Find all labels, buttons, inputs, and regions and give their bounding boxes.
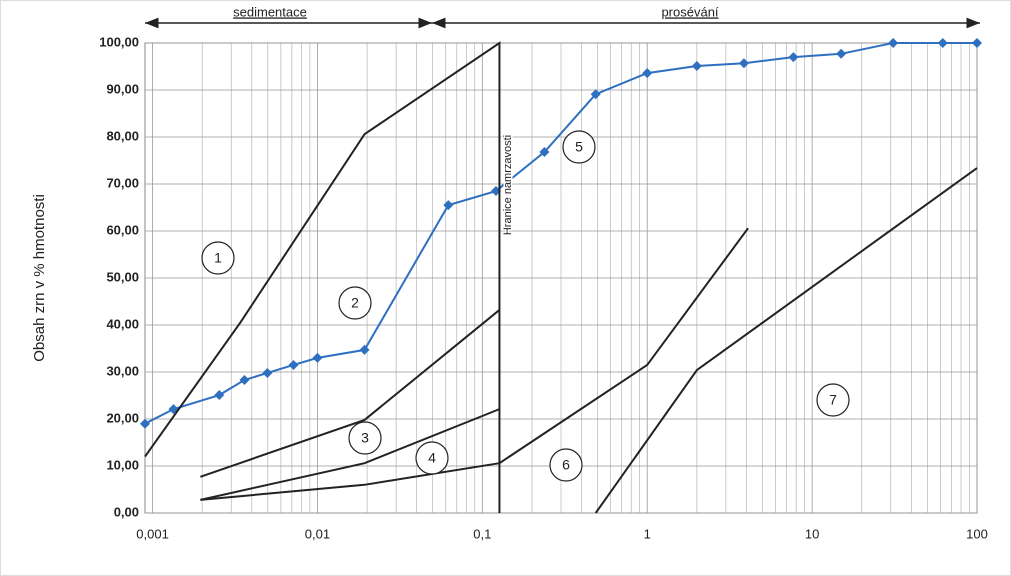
data-point	[836, 48, 847, 59]
x-tick-label: 100	[966, 526, 988, 541]
annotation-circle	[549, 448, 583, 482]
data-point	[140, 418, 150, 429]
y-tick-label: 0,00	[114, 504, 139, 519]
series-line	[200, 309, 501, 478]
annotation-circle	[816, 383, 850, 417]
data-point	[937, 38, 948, 48]
data-point	[443, 200, 454, 211]
y-tick-label: 100,00	[99, 34, 139, 49]
data-point	[239, 374, 250, 385]
series-line	[144, 41, 501, 513]
x-tick-label: 0,1	[473, 526, 491, 541]
annotation-circle	[201, 241, 235, 275]
series-line	[594, 167, 978, 514]
annotation: 1	[214, 250, 222, 266]
x-tick-label: 0,01	[305, 526, 330, 541]
y-tick-label: 70,00	[106, 175, 139, 190]
annotation: 4	[428, 450, 436, 466]
data-point	[738, 58, 749, 69]
boundary-label: Hranice namrzavosti	[502, 135, 514, 235]
data-point	[691, 61, 702, 72]
annotation-circle	[415, 441, 449, 475]
series-line	[498, 227, 749, 465]
y-tick-label: 80,00	[106, 128, 139, 143]
x-tick-label: 1	[644, 526, 651, 541]
y-tick-label: 60,00	[106, 222, 139, 237]
range-label: prosévání	[661, 4, 718, 19]
y-tick-label: 20,00	[106, 410, 139, 425]
y-tick-label: 50,00	[106, 269, 139, 284]
series-line	[200, 462, 500, 501]
annotation: 5	[575, 139, 583, 155]
data-point	[788, 52, 799, 63]
range-label: sedimentace	[233, 4, 307, 19]
data-point	[539, 147, 550, 158]
data-point	[288, 359, 299, 370]
data-point	[312, 352, 323, 363]
x-tick-label: 10	[805, 526, 819, 541]
y-tick-label: 40,00	[106, 316, 139, 331]
annotation-circle	[562, 130, 596, 164]
annotation-circle	[338, 286, 372, 320]
y-tick-label: 90,00	[106, 81, 139, 96]
annotation: 2	[351, 295, 359, 311]
y-tick-label: 30,00	[106, 363, 139, 378]
x-tick-label: 0,001	[136, 526, 169, 541]
y-tick-label: 10,00	[106, 457, 139, 472]
data-point	[590, 89, 601, 100]
data-point	[642, 68, 653, 79]
annotation: 7	[829, 392, 837, 408]
annotation-circle	[348, 421, 382, 455]
data-point	[214, 390, 225, 401]
data-point	[972, 38, 982, 48]
data-point	[888, 38, 899, 48]
y-axis-label: Obsah zrn v % hmotnosti	[31, 194, 48, 362]
annotation: 3	[361, 430, 369, 446]
data-point	[359, 344, 370, 355]
annotation: 6	[562, 457, 570, 473]
data-point	[262, 367, 273, 378]
series-line	[200, 408, 500, 501]
